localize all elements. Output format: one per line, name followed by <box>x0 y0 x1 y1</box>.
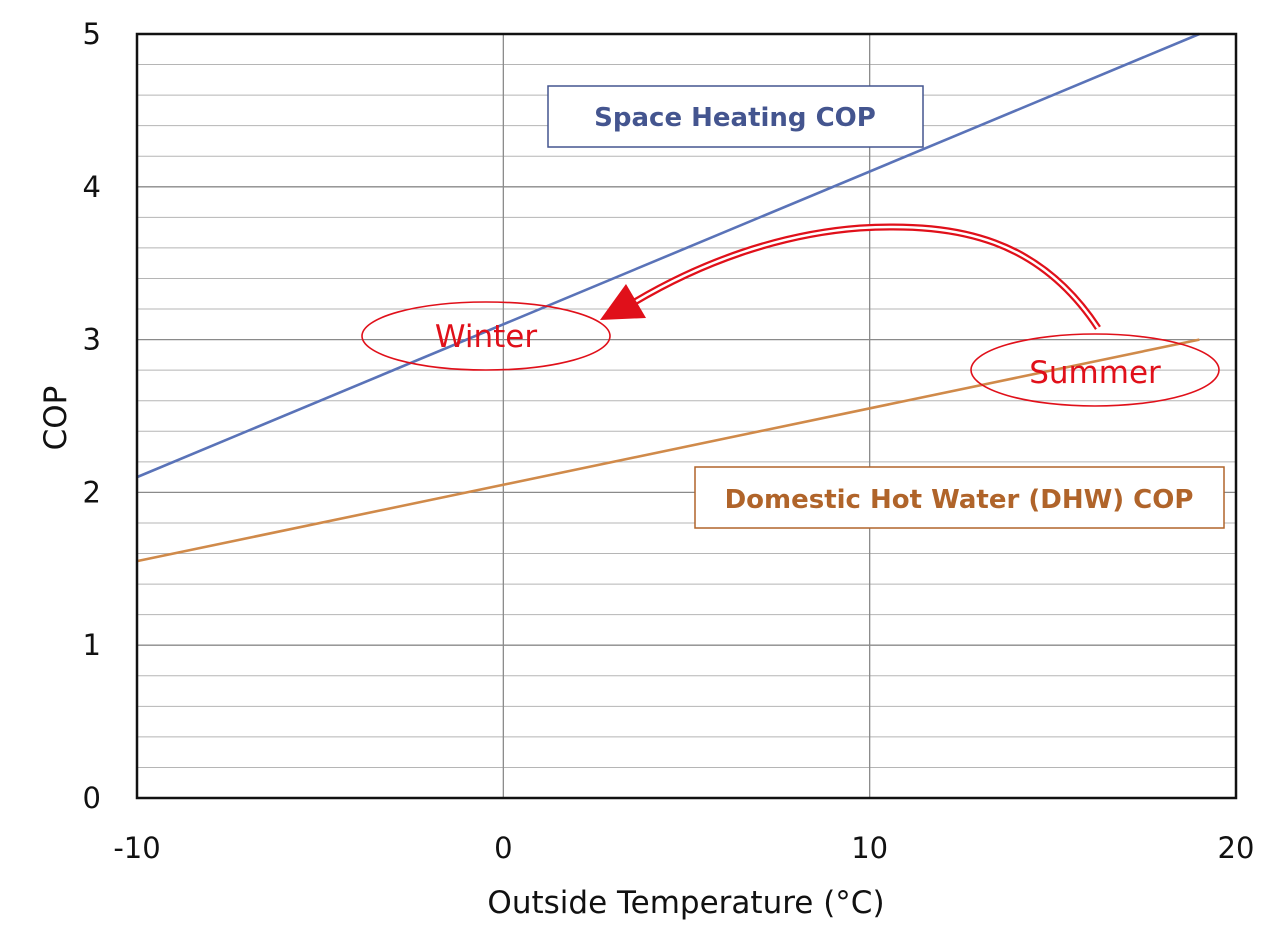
y-tick-label: 2 <box>83 475 101 509</box>
summer-label: Summer <box>1029 355 1161 391</box>
plot-frame <box>135 32 1238 800</box>
y-axis-title: COP <box>38 386 74 451</box>
series-layer <box>136 32 1200 563</box>
space-heating-label: Space Heating COP <box>594 103 876 133</box>
dhw-label-box: Domestic Hot Water (DHW) COP <box>694 466 1225 529</box>
x-tick-labels: -10 0 10 20 <box>113 831 1254 865</box>
dhw-label: Domestic Hot Water (DHW) COP <box>725 485 1194 515</box>
summer-annotation: Summer <box>970 333 1220 407</box>
winter-annotation: Winter <box>361 301 611 371</box>
y-tick-label: 3 <box>83 323 101 357</box>
y-tick-labels: 0 1 2 3 4 5 <box>83 17 101 815</box>
space-heating-label-box: Space Heating COP <box>547 85 924 148</box>
x-axis-title: Outside Temperature (°C) <box>487 885 884 921</box>
summer-ellipse <box>970 333 1220 407</box>
y-tick-label: 4 <box>83 170 101 204</box>
x-tick-label: 0 <box>494 831 512 865</box>
winter-label: Winter <box>435 319 537 355</box>
x-tick-label: -10 <box>113 831 160 865</box>
y-tick-label: 5 <box>83 17 101 51</box>
summer-to-winter-arrow <box>600 223 1101 330</box>
x-tick-label: 10 <box>851 831 888 865</box>
winter-ellipse <box>361 301 611 371</box>
y-tick-label: 1 <box>83 628 101 662</box>
x-tick-label: 20 <box>1218 831 1255 865</box>
grid-major-lines <box>137 34 1236 798</box>
dhw-series-line <box>136 338 1200 563</box>
arrow-head <box>600 284 646 320</box>
grid-minor-lines <box>137 64 1236 768</box>
space-heating-series-line <box>136 32 1200 479</box>
y-tick-label: 0 <box>83 781 101 815</box>
